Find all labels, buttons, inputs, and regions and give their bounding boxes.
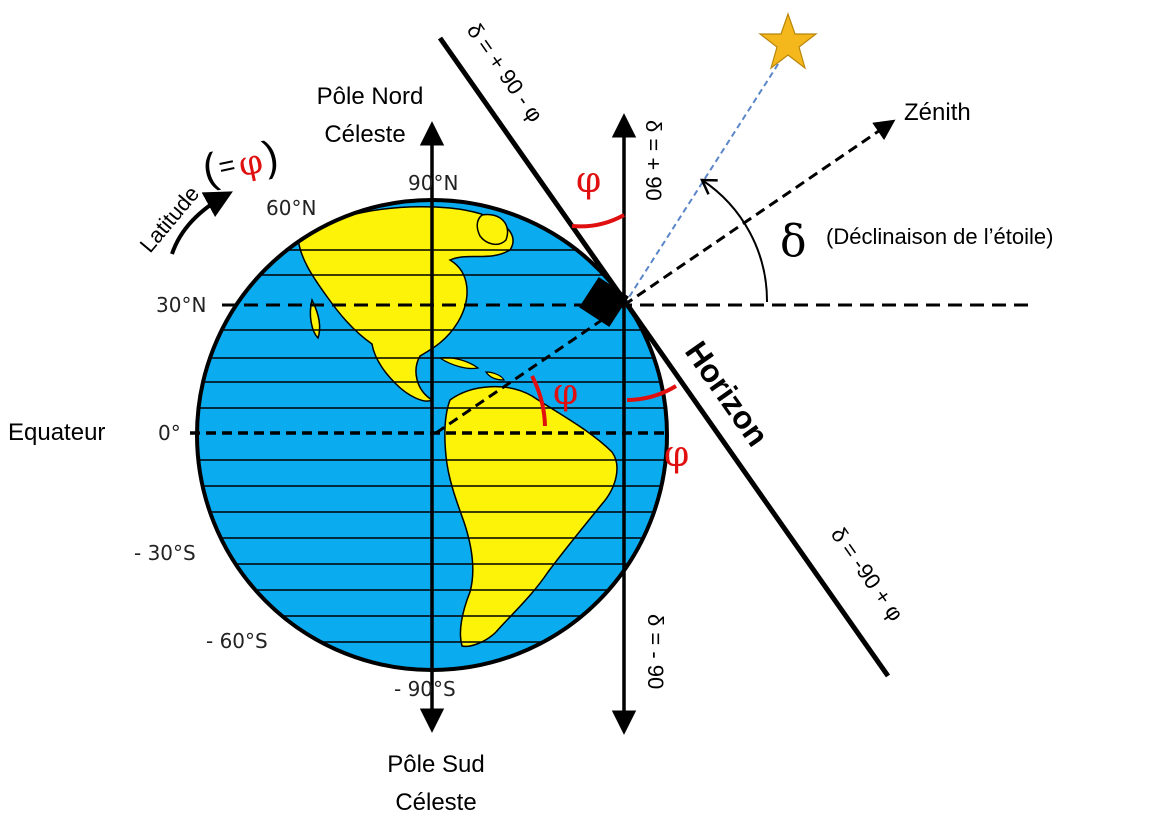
upper-diagonal-formula: δ = + 90 - φ bbox=[462, 19, 548, 127]
zenith-dashed-arrow bbox=[623, 119, 896, 307]
center-to-observer-dashed-line bbox=[435, 303, 625, 435]
lat-30s-label: - 30°S bbox=[134, 541, 196, 565]
latitude-degree-labels: 90°N 60°N 30°N 0° - 30°S - 60°S - 90°S bbox=[134, 171, 458, 701]
south-pole-label-line1: Pôle Sud bbox=[387, 751, 484, 778]
lower-diagonal-formula: δ = -90 + φ bbox=[826, 523, 909, 626]
lat-90n-label: 90°N bbox=[408, 171, 458, 195]
north-pole-label-line2: Céleste bbox=[324, 121, 405, 148]
lat-60n-label: 60°N bbox=[266, 196, 316, 220]
earth-globe bbox=[195, 198, 669, 672]
equator-label: Equateur bbox=[8, 419, 105, 446]
lat-0-label: 0° bbox=[158, 421, 181, 445]
north-pole-label-line1: Pôle Nord bbox=[317, 83, 424, 110]
lat-30n-label: 30°N bbox=[156, 293, 206, 317]
zenith-label: Zénith bbox=[904, 99, 971, 126]
latitude-equals: = bbox=[216, 149, 238, 183]
vertical-bottom-formula: δ = - 90 bbox=[643, 614, 668, 689]
declination-angle-arc bbox=[700, 178, 769, 303]
south-pole-label-line2: Céleste bbox=[395, 789, 476, 816]
south-america-landmass bbox=[444, 386, 618, 648]
lat-60s-label: - 60°S bbox=[206, 629, 268, 653]
greenland-landmass bbox=[476, 213, 509, 246]
phi-label-bottom: φ bbox=[664, 434, 689, 475]
observer-square bbox=[579, 277, 629, 327]
baja-peninsula bbox=[309, 297, 321, 340]
horizon-line bbox=[437, 36, 891, 678]
vertical-top-formula: δ = + 90 bbox=[641, 120, 666, 201]
latitude-arrow-arc bbox=[170, 191, 233, 255]
star-ray-dashed-line bbox=[623, 57, 783, 306]
phi-label-middle: φ bbox=[553, 372, 578, 413]
lat-90s-label: - 90°S bbox=[394, 677, 456, 701]
phi-label-top: φ bbox=[576, 160, 601, 201]
latitude-equals-phi: ( = φ ) bbox=[198, 131, 282, 193]
star-icon bbox=[758, 12, 818, 70]
delta-symbol: δ bbox=[780, 216, 807, 267]
declination-note: (Déclinaison de l’étoile) bbox=[826, 224, 1053, 249]
phi-angle-arcs bbox=[530, 213, 678, 427]
